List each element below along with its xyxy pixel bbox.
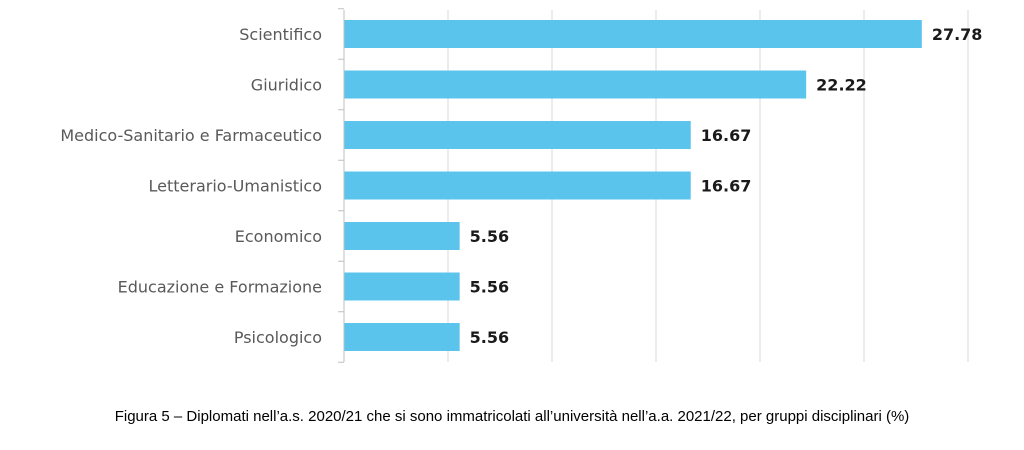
category-label: Letterario-Umanistico [149,177,322,196]
category-labels: Scientifico Giuridico Medico-Sanitario e F… [60,25,322,347]
value-label: 5.56 [470,227,509,246]
category-label: Economico [235,227,322,246]
category-label: Scientifico [239,25,322,44]
bar [344,272,460,301]
figure-caption: Figura 5 – Diplomati nell’a.s. 2020/21 c… [114,408,910,425]
y-axis [338,8,345,363]
value-label: 16.67 [701,177,752,196]
bar [344,222,460,250]
value-label: 5.56 [470,278,509,297]
category-label: Medico-Sanitario e Farmaceutico [60,126,322,145]
value-labels: 27.78 22.22 16.67 16.67 5.56 5.56 5.56 [470,25,983,347]
bar-chart: Scientifico Giuridico Medico-Sanitario e F… [60,8,983,363]
bar [344,121,691,149]
value-label: 16.67 [701,126,752,145]
value-label: 22.22 [816,76,867,95]
bar [344,70,807,99]
value-label: 27.78 [932,25,983,44]
bar [344,171,691,200]
bar [344,323,460,351]
category-label: Psicologico [234,328,322,347]
category-label: Giuridico [251,76,322,95]
bars [344,20,922,351]
value-label: 5.56 [470,328,509,347]
category-label: Educazione e Formazione [118,278,322,297]
bar [344,20,922,48]
